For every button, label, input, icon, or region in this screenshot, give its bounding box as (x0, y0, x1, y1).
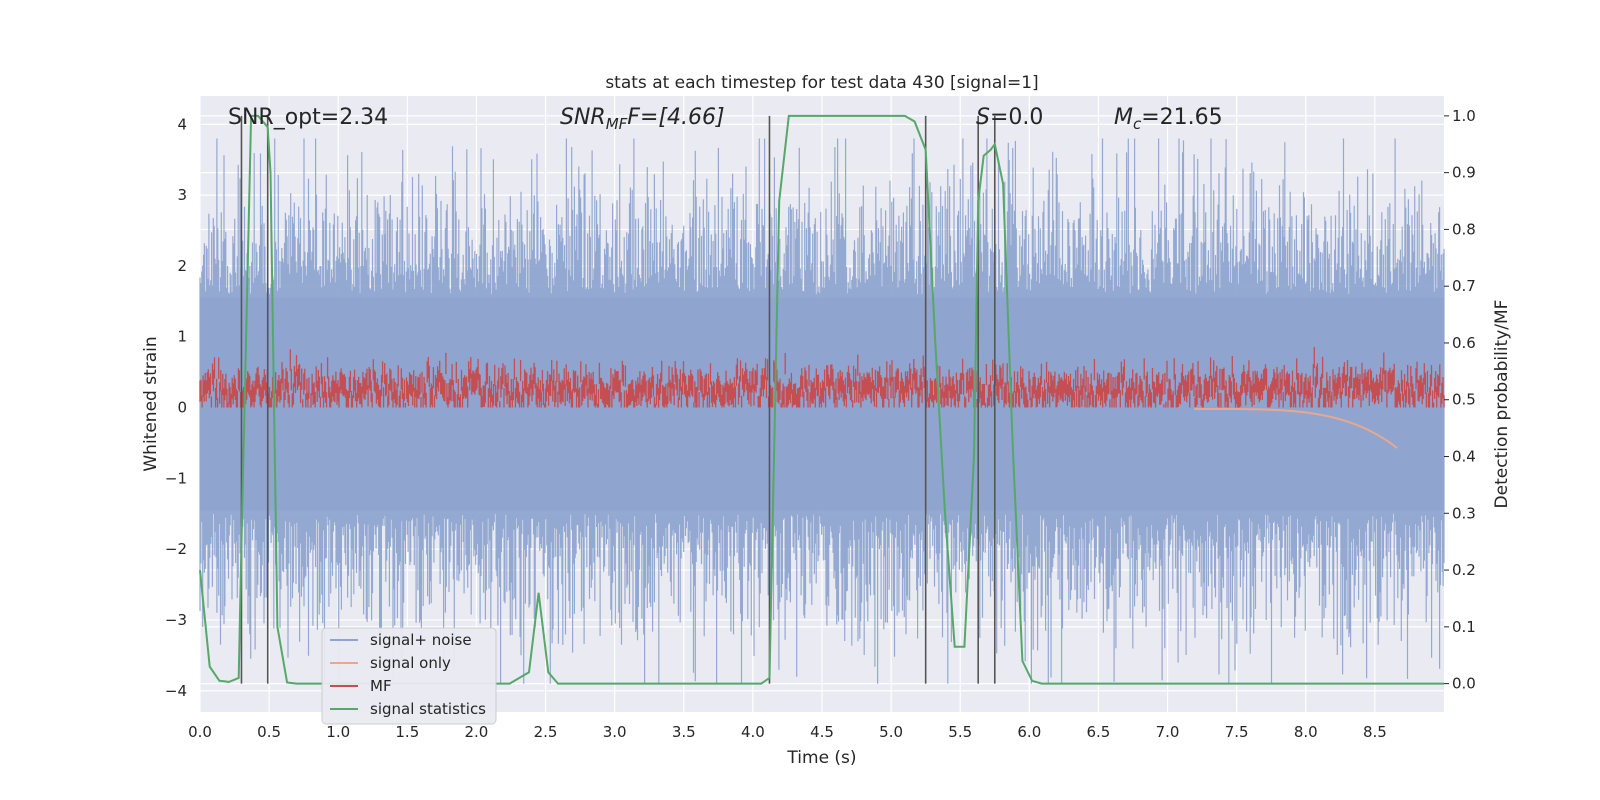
s-annotation: S=0.0 (976, 105, 1043, 130)
x-tick-label: 2.5 (534, 723, 558, 741)
signal-only-series (1194, 407, 1398, 449)
mc-annotation: Mc=21.65 (1114, 105, 1223, 133)
mc-subscript: c (1133, 115, 1142, 133)
snr-mf-symbol: SNR (560, 105, 606, 130)
y-right-tick-label: 0.3 (1452, 504, 1476, 522)
y-tick-label: −2 (165, 540, 187, 558)
x-tick-label: 8.5 (1363, 723, 1387, 741)
mc-value: =21.65 (1141, 105, 1222, 130)
y-tick-labels: 4 3 2 1 0 −1 −2 −3 −4 (165, 115, 187, 699)
y-right-tick-label: 0.8 (1452, 220, 1476, 238)
y-right-tick-label: 0.2 (1452, 561, 1476, 579)
y-tick-label: 0 (177, 399, 187, 417)
y-right-tick-label: 0.6 (1452, 334, 1476, 352)
y-tick-label: 3 (177, 186, 187, 204)
snr-mf-value: F=[4.66] (627, 105, 724, 130)
x-tick-label: 5.5 (948, 723, 972, 741)
y-right-tick-label: 0.0 (1452, 675, 1476, 693)
y-right-tick-label: 0.7 (1452, 277, 1476, 295)
y-right-tick-label: 0.4 (1452, 448, 1476, 466)
snr-opt-annotation: SNR_opt=2.34 (228, 105, 388, 130)
chart-title: stats at each timestep for test data 430… (605, 73, 1038, 93)
x-tick-label: 7.5 (1225, 723, 1249, 741)
legend-label-mf: MF (370, 677, 392, 695)
y-axis-label: Whitened strain (141, 336, 161, 471)
x-axis-label: Time (s) (786, 748, 856, 768)
vertical-lines (240, 115, 996, 684)
x-tick-label: 4.0 (741, 723, 765, 741)
legend-label-signal-noise: signal+ noise (370, 631, 472, 649)
s-value: =0.0 (990, 105, 1043, 130)
x-tick-label: 1.5 (395, 723, 419, 741)
x-tick-label: 3.0 (603, 723, 627, 741)
x-tick-label: 6.5 (1087, 723, 1111, 741)
x-tick-label: 4.5 (810, 723, 834, 741)
x-tick-label: 3.5 (672, 723, 696, 741)
x-tick-label: 0.0 (188, 723, 212, 741)
legend-box (321, 627, 497, 725)
x-tick-label: 8.0 (1294, 723, 1318, 741)
s-symbol: S (976, 105, 990, 130)
x-tick-label: 2.0 (465, 723, 489, 741)
y-right-tick-label: 0.9 (1452, 164, 1476, 182)
signal-only-line (1194, 407, 1398, 449)
x-tick-label: 6.0 (1017, 723, 1041, 741)
y-tick-label: 2 (177, 257, 187, 275)
snr-mf-annotation: SNRMFF=[4.66] (560, 105, 725, 133)
legend: signal+ noise signal only MF signal stat… (321, 627, 497, 725)
x-tick-label: 7.0 (1156, 723, 1180, 741)
y-right-axis-label: Detection probability/MF (1492, 300, 1512, 509)
x-tick-label: 0.5 (257, 723, 281, 741)
mc-symbol: M (1114, 105, 1133, 130)
mf-line (199, 347, 1445, 408)
x-tick-label: 5.0 (879, 723, 903, 741)
y-tick-label: 1 (177, 328, 187, 346)
y-right-tick-label: 1.0 (1452, 107, 1476, 125)
legend-label-signal-statistics: signal statistics (370, 700, 486, 718)
y-right-tick-label: 0.1 (1452, 618, 1476, 636)
y-right-tick-labels: 1.0 0.9 0.8 0.7 0.6 0.5 0.4 0.3 0.2 0.1 0.0 (1444, 107, 1476, 693)
mf-series (199, 347, 1445, 408)
y-tick-label: 4 (177, 115, 187, 133)
legend-label-signal-only: signal only (370, 654, 451, 672)
y-tick-label: −1 (165, 469, 187, 487)
x-tick-label: 1.0 (326, 723, 350, 741)
y-right-tick-label: 0.5 (1452, 391, 1476, 409)
y-tick-label: −3 (165, 611, 187, 629)
x-tick-labels: 0.0 0.5 1.0 1.5 2.0 2.5 3.0 3.5 4.0 4.5 5.0 5.5 6.0 6… (188, 723, 1387, 741)
snr-mf-subscript: MF (606, 115, 628, 133)
y-tick-label: −4 (165, 682, 187, 700)
